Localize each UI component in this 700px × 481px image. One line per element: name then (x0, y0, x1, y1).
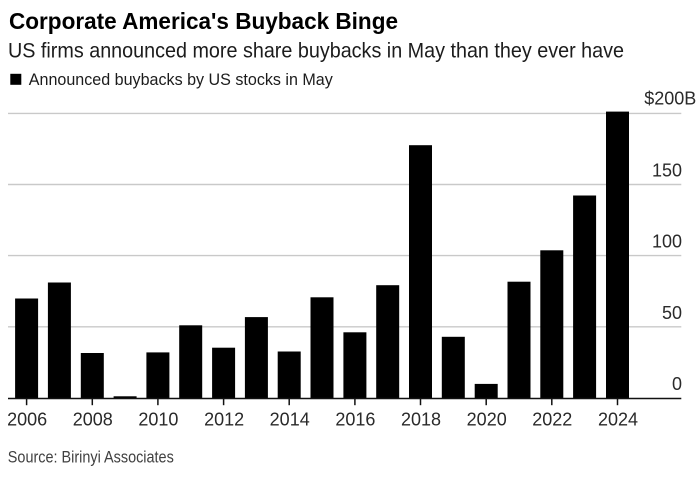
svg-text:0: 0 (672, 374, 682, 394)
svg-text:2014: 2014 (270, 410, 310, 430)
svg-text:Announced buybacks by US stock: Announced buybacks by US stocks in May (29, 71, 334, 89)
svg-text:100: 100 (652, 232, 682, 252)
svg-text:2012: 2012 (204, 410, 244, 430)
svg-text:2016: 2016 (335, 410, 375, 430)
svg-text:Corporate America's Buyback Bi: Corporate America's Buyback Binge (9, 8, 398, 34)
svg-text:150: 150 (652, 161, 682, 181)
svg-text:Source: Birinyi Associates: Source: Birinyi Associates (8, 448, 174, 467)
svg-text:2020: 2020 (467, 410, 507, 430)
svg-text:2024: 2024 (598, 410, 638, 430)
svg-text:2008: 2008 (73, 410, 113, 430)
svg-text:2010: 2010 (138, 410, 178, 430)
svg-text:$200B: $200B (644, 88, 696, 108)
svg-text:50: 50 (662, 303, 682, 323)
svg-text:US firms announced more share: US firms announced more share buybacks i… (8, 39, 624, 62)
svg-text:2006: 2006 (7, 410, 47, 430)
svg-text:2018: 2018 (401, 410, 441, 430)
svg-text:2022: 2022 (532, 410, 572, 430)
